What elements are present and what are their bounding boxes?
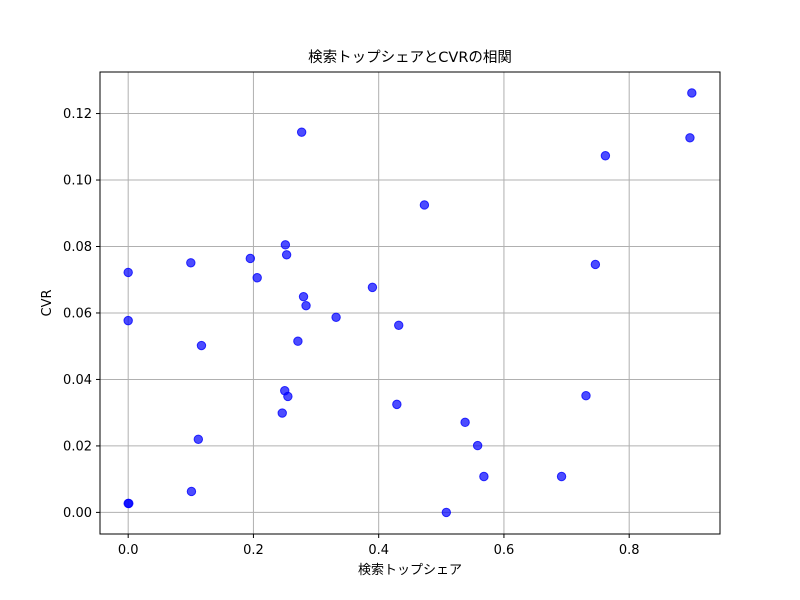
data-point (245, 253, 256, 264)
data-point (441, 507, 452, 518)
data-point (280, 240, 291, 250)
data-point (296, 127, 307, 137)
data-point (283, 391, 293, 402)
data-point (252, 273, 262, 283)
data-points (123, 88, 697, 518)
data-point (472, 440, 483, 451)
x-tick-label: 0.4 (368, 543, 389, 558)
data-point (124, 498, 134, 509)
data-point (293, 336, 303, 346)
data-point (186, 258, 196, 268)
data-point (687, 88, 697, 98)
x-axis-ticks: 0.0 0.2 0.4 0.6 0.8 (118, 534, 640, 558)
data-point (581, 391, 591, 401)
data-point (193, 434, 204, 444)
data-point (301, 300, 311, 311)
y-tick-label: 0.12 (63, 107, 92, 122)
data-point (298, 291, 309, 302)
y-tick-label: 0.02 (63, 439, 92, 454)
data-point (556, 471, 567, 482)
y-tick-label: 0.00 (63, 506, 92, 521)
data-point (123, 267, 133, 278)
data-point (367, 282, 378, 293)
data-point (331, 312, 341, 322)
x-tick-label: 0.8 (619, 543, 640, 558)
data-point (394, 320, 404, 330)
chart-title: 検索トップシェアとCVRの相関 (308, 49, 512, 66)
y-axis-label: CVR (40, 289, 55, 316)
data-point (419, 200, 430, 210)
plot-frame (99, 71, 721, 535)
data-point (123, 315, 133, 326)
data-point (196, 340, 207, 351)
y-axis-ticks: 0.00 0.02 0.04 0.06 0.08 0.10 0.12 (63, 107, 100, 521)
y-tick-label: 0.04 (63, 373, 92, 388)
x-tick-label: 0.2 (243, 543, 264, 558)
data-point (281, 250, 292, 260)
x-tick-label: 0.6 (494, 543, 515, 558)
y-tick-label: 0.06 (63, 306, 92, 321)
data-point (685, 133, 695, 143)
data-point (392, 399, 402, 410)
grid-lines (100, 72, 720, 534)
data-point (590, 259, 601, 270)
y-tick-label: 0.08 (63, 240, 92, 255)
data-point (600, 151, 611, 161)
data-point (460, 417, 470, 428)
x-axis-label: 検索トップシェア (358, 563, 462, 578)
data-point (277, 408, 287, 418)
y-tick-label: 0.10 (63, 174, 92, 189)
data-point (186, 486, 197, 497)
x-tick-label: 0.0 (118, 543, 139, 558)
data-point (479, 471, 489, 482)
